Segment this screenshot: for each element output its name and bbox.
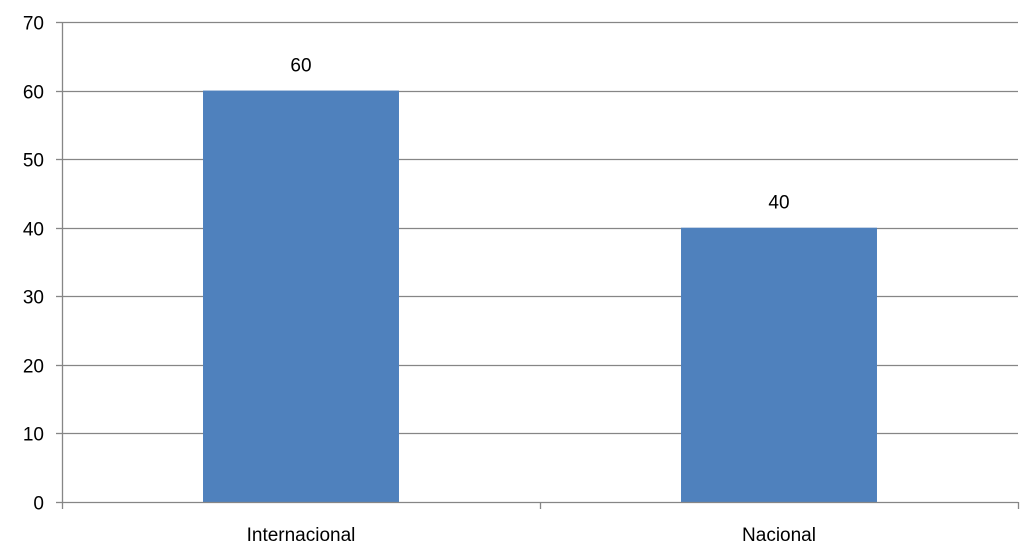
x-tick-label: Internacional: [247, 525, 356, 546]
y-tick-label: 0: [33, 494, 44, 515]
y-tick-label: 40: [23, 220, 44, 241]
y-tick-label: 30: [23, 288, 44, 309]
y-tick-label: 60: [23, 83, 44, 104]
x-tick-label: Nacional: [742, 525, 816, 546]
y-tick-label: 50: [23, 151, 44, 172]
bar: [203, 90, 399, 503]
y-tick-label: 70: [23, 14, 44, 35]
y-tick-label: 10: [23, 425, 44, 446]
axes: [56, 21, 1020, 509]
labels: 0 10 20 30 40 50 60 70 60 Internacional 40 Nacional: [23, 14, 816, 547]
bars: [203, 90, 877, 503]
bar: [681, 227, 877, 502]
data-label: 40: [768, 193, 789, 214]
data-label: 60: [290, 56, 311, 77]
y-tick-label: 20: [23, 357, 44, 378]
